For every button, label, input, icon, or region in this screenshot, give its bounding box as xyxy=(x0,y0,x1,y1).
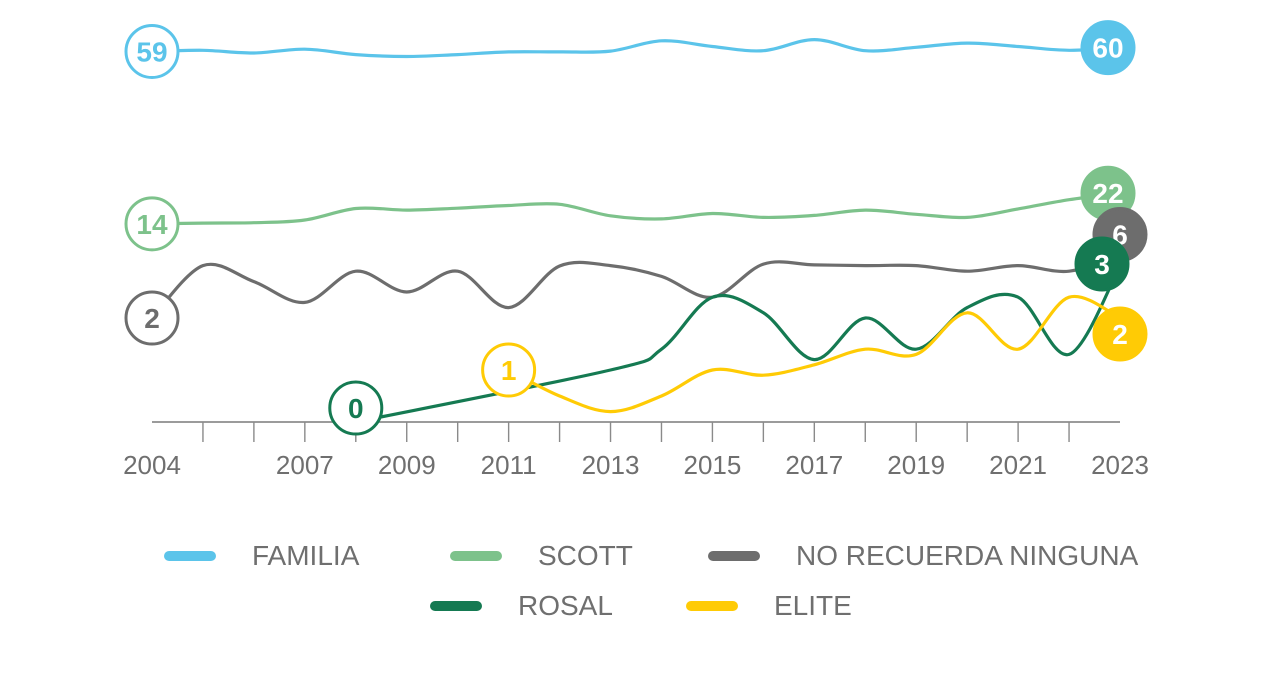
x-tick-label-2021: 2021 xyxy=(989,450,1047,480)
badge-value-end-rosal: 3 xyxy=(1094,249,1110,280)
legend-item-scott: SCOTT xyxy=(450,540,633,572)
badge-circle-start-elite xyxy=(481,342,537,398)
x-axis: 2004 2007 2009 2011 2013 2015 2017 2019 2021 2023 xyxy=(123,421,1149,480)
badge-value-start-rosal: 0 xyxy=(348,393,364,424)
series-lines xyxy=(150,38,1122,424)
legend-swatch-no-recuerda-ninguna xyxy=(708,551,760,561)
line-chart: 2004 2007 2009 2011 2013 2015 2017 2019 2021 2023… xyxy=(123,20,1149,480)
x-tick-label-2009: 2009 xyxy=(378,450,436,480)
badge-end-rosal: 3 xyxy=(1074,236,1130,292)
badge-value-start-no-recuerda-ninguna: 2 xyxy=(144,303,160,334)
badge-circle-end-elite xyxy=(1092,306,1148,362)
badge-value-end-scott: 22 xyxy=(1092,178,1123,209)
series-line-no-recuerda-ninguna xyxy=(150,252,1122,320)
x-tick-label-2013: 2013 xyxy=(582,450,640,480)
badge-value-end-elite: 2 xyxy=(1112,319,1128,350)
badge-start-no-recuerda-ninguna: 2 xyxy=(124,290,180,346)
legend: FAMILIA SCOTT NO RECUERDA NINGUNA ROSAL … xyxy=(0,530,1280,640)
legend-label-elite: ELITE xyxy=(774,590,852,621)
legend-item-no-recuerda-ninguna: NO RECUERDA NINGUNA xyxy=(708,540,1138,572)
badge-circle-end-familia xyxy=(1080,20,1136,76)
badge-circle-start-rosal xyxy=(328,380,384,436)
badge-value-end-familia: 60 xyxy=(1092,33,1123,64)
x-tick-label-2007: 2007 xyxy=(276,450,334,480)
x-tick-label-2019: 2019 xyxy=(887,450,945,480)
badge-circle-end-rosal xyxy=(1074,236,1130,292)
legend-item-rosal: ROSAL xyxy=(430,590,613,622)
series-line-rosal xyxy=(354,264,1122,424)
badge-end-familia: 60 xyxy=(1080,20,1136,76)
badge-start-familia: 59 xyxy=(124,23,180,79)
x-tick-label-2011: 2011 xyxy=(481,450,537,480)
badge-start-elite: 1 xyxy=(481,342,537,398)
x-tick-label-2004: 2004 xyxy=(123,450,181,480)
badge-start-rosal: 0 xyxy=(328,380,384,436)
badge-circle-start-no-recuerda-ninguna xyxy=(124,290,180,346)
legend-item-familia: FAMILIA xyxy=(164,540,359,572)
x-tick-label-2023: 2023 xyxy=(1091,450,1149,480)
badge-value-start-familia: 59 xyxy=(136,36,167,67)
badge-end-scott: 22 xyxy=(1080,165,1136,221)
badge-end-elite: 2 xyxy=(1092,306,1148,362)
legend-label-rosal: ROSAL xyxy=(518,590,613,621)
series-line-familia xyxy=(150,38,1122,59)
badge-value-start-elite: 1 xyxy=(501,355,517,386)
legend-swatch-elite xyxy=(686,601,738,611)
series-line-elite xyxy=(507,294,1122,414)
badge-circle-start-scott xyxy=(124,196,180,252)
series-line-scott xyxy=(150,191,1122,226)
legend-swatch-scott xyxy=(450,551,502,561)
x-tick-label-2015: 2015 xyxy=(683,450,741,480)
legend-label-no-recuerda-ninguna: NO RECUERDA NINGUNA xyxy=(796,540,1139,571)
badge-circle-start-familia xyxy=(124,23,180,79)
x-tick-label-2017: 2017 xyxy=(785,450,843,480)
legend-item-elite: ELITE xyxy=(686,590,852,622)
badge-start-scott: 14 xyxy=(124,196,180,252)
badge-value-start-scott: 14 xyxy=(136,209,168,240)
legend-swatch-familia xyxy=(164,551,216,561)
legend-label-familia: FAMILIA xyxy=(252,540,360,571)
legend-swatch-rosal xyxy=(430,601,482,611)
legend-label-scott: SCOTT xyxy=(538,540,633,571)
